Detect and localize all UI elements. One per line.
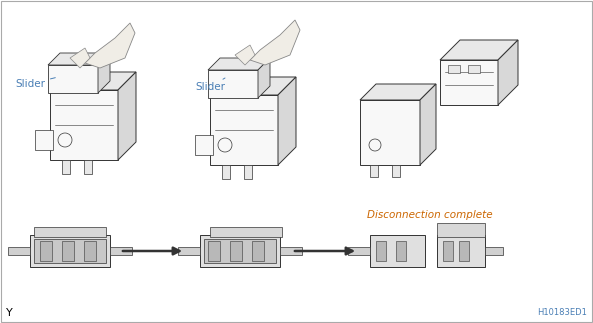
Bar xyxy=(50,90,118,160)
Bar xyxy=(252,241,264,261)
Circle shape xyxy=(58,133,72,147)
Bar xyxy=(376,241,386,261)
Bar xyxy=(40,241,52,261)
Polygon shape xyxy=(440,40,518,60)
Bar xyxy=(178,247,200,255)
Text: Y: Y xyxy=(6,308,13,318)
Text: Slider: Slider xyxy=(195,78,225,92)
Polygon shape xyxy=(250,20,300,65)
Bar xyxy=(230,241,242,261)
Bar xyxy=(48,65,98,93)
Bar xyxy=(280,247,302,255)
Bar xyxy=(396,241,406,261)
Bar xyxy=(459,241,469,261)
Polygon shape xyxy=(420,84,436,165)
Bar xyxy=(84,241,96,261)
Text: Disconnection complete: Disconnection complete xyxy=(367,210,493,220)
Bar xyxy=(448,65,460,73)
Bar xyxy=(208,70,258,98)
Bar xyxy=(348,247,370,255)
Bar xyxy=(34,227,106,237)
Polygon shape xyxy=(278,77,296,165)
Circle shape xyxy=(218,138,232,152)
Polygon shape xyxy=(50,72,136,90)
Polygon shape xyxy=(85,23,135,68)
Polygon shape xyxy=(48,53,110,65)
Bar xyxy=(210,95,278,165)
Polygon shape xyxy=(118,72,136,160)
Bar xyxy=(110,247,132,255)
Bar xyxy=(84,160,92,174)
Bar xyxy=(210,227,282,237)
Polygon shape xyxy=(70,48,90,68)
Bar xyxy=(370,235,425,267)
Polygon shape xyxy=(235,45,255,65)
Polygon shape xyxy=(208,58,270,70)
Polygon shape xyxy=(258,58,270,98)
Bar xyxy=(200,235,280,267)
Polygon shape xyxy=(360,84,436,100)
Bar xyxy=(440,60,498,105)
Bar xyxy=(468,65,480,73)
Bar xyxy=(370,165,378,177)
Bar xyxy=(204,239,276,263)
Bar xyxy=(195,135,213,155)
Text: Slider: Slider xyxy=(15,78,55,89)
Bar xyxy=(62,241,74,261)
Polygon shape xyxy=(98,53,110,93)
Bar xyxy=(30,235,110,267)
Bar xyxy=(208,241,220,261)
Bar xyxy=(244,165,252,179)
Polygon shape xyxy=(498,40,518,105)
Bar xyxy=(392,165,400,177)
Polygon shape xyxy=(210,77,296,95)
Bar xyxy=(443,241,453,261)
Bar xyxy=(8,247,30,255)
Bar xyxy=(360,100,420,165)
Bar xyxy=(437,223,485,237)
Bar xyxy=(34,239,106,263)
Bar xyxy=(485,247,503,255)
Bar xyxy=(437,235,485,267)
Text: H10183ED1: H10183ED1 xyxy=(537,308,587,317)
Bar xyxy=(222,165,230,179)
Bar xyxy=(62,160,70,174)
Circle shape xyxy=(369,139,381,151)
Bar xyxy=(35,130,53,150)
